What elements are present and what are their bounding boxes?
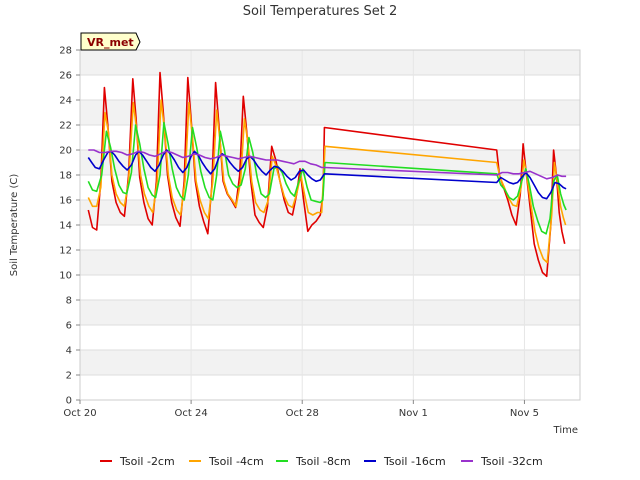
band [80,250,580,275]
x-axis-ticks: Oct 20 Oct 24 Oct 28 Nov 1 Nov 5 [63,400,539,419]
y-tick-label: 24 [59,96,72,107]
y-tick-label: 6 [66,321,72,332]
x-tick-label: Oct 24 [175,408,208,419]
series-line-tsoil-32cm [88,149,567,180]
legend-label: Tsoil -32cm [480,455,543,468]
badge-box [80,32,141,51]
band [80,50,580,75]
y-tick-label: 4 [66,346,72,357]
y-tick-label: 12 [59,246,72,257]
band [80,300,580,325]
series-line-tsoil-8cm [87,121,567,235]
legend-label: Tsoil -8cm [295,455,351,468]
y-tick-label: 22 [59,121,72,132]
badge-label: VR_met [87,36,134,49]
x-tick-label: Oct 28 [286,408,319,419]
legend-label: Tsoil -2cm [119,455,175,468]
y-tick-label: 8 [66,296,72,307]
x-axis-label: Time [553,425,578,436]
band [80,350,580,375]
y-axis-label: Soil Temperature (C) [9,174,20,277]
gridlines [79,49,581,401]
x-tick-label: Nov 5 [510,408,539,419]
y-tick-label: 28 [59,46,72,57]
legend: Tsoil -2cm Tsoil -4cm Tsoil -8cm Tsoil -16c… [100,455,543,468]
station-badge: VR_met [80,32,141,51]
legend-label: Tsoil -4cm [208,455,264,468]
x-tick-label: Nov 1 [399,408,428,419]
band [80,100,580,125]
chart-title: Soil Temperatures Set 2 [243,4,398,19]
legend-label: Tsoil -16cm [383,455,446,468]
y-tick-label: 10 [59,271,72,282]
series-lines [87,71,567,278]
y-tick-label: 26 [59,71,72,82]
y-tick-label: 14 [59,221,72,232]
band [80,200,580,225]
y-tick-label: 18 [59,171,72,182]
x-tick-label: Oct 20 [63,408,96,419]
y-tick-label: 0 [66,396,72,407]
y-tick-label: 2 [66,371,72,382]
y-tick-label: 20 [59,146,72,157]
y-tick-label: 16 [59,196,72,207]
